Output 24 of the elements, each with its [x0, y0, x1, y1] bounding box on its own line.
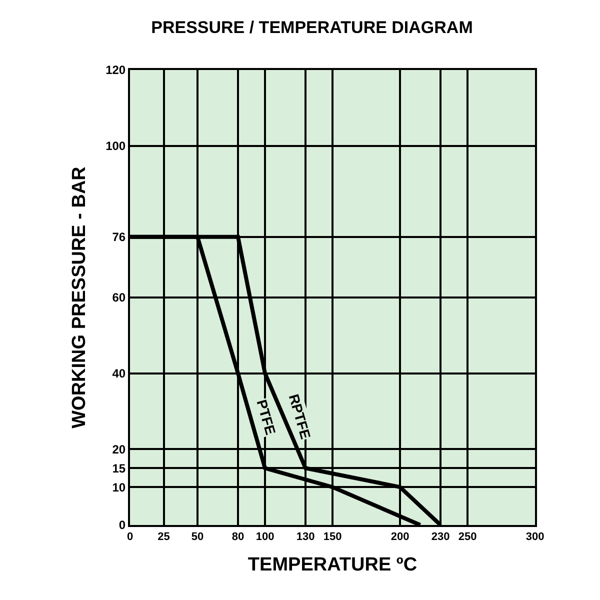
x-tick-label: 130 — [296, 531, 315, 544]
y-tick-label: 100 — [106, 139, 126, 154]
text: RPTFE — [286, 392, 314, 441]
x-tick-label: 150 — [323, 531, 342, 544]
x-tick-label: 250 — [458, 531, 477, 544]
x-tick-label: 100 — [256, 531, 274, 544]
x-tick-label: 300 — [526, 531, 544, 544]
y-tick-label: 20 — [112, 442, 126, 456]
x-tick-label: 200 — [390, 531, 410, 544]
y-tick-label: 15 — [112, 461, 126, 476]
x-tick-label: 25 — [158, 531, 170, 544]
text: PTFE — [254, 398, 279, 437]
y-tick-label: 76 — [112, 230, 126, 244]
y-tick-label: 10 — [112, 480, 126, 494]
x-tick-label: 50 — [191, 531, 204, 544]
x-tick-label: 80 — [232, 531, 244, 544]
y-tick-label: 60 — [112, 290, 126, 305]
chart-title: PRESSURE / TEMPERATURE DIAGRAM — [151, 18, 473, 37]
x-axis-title: TEMPERATURE ºC — [248, 554, 418, 576]
y-tick-label: 40 — [112, 366, 126, 381]
y-tick-label: 120 — [106, 63, 126, 78]
x-tick-label: 230 — [431, 531, 450, 544]
y-tick-label: 0 — [118, 518, 126, 532]
y-axis-title: WORKING PRESSURE - BAR — [68, 166, 90, 428]
